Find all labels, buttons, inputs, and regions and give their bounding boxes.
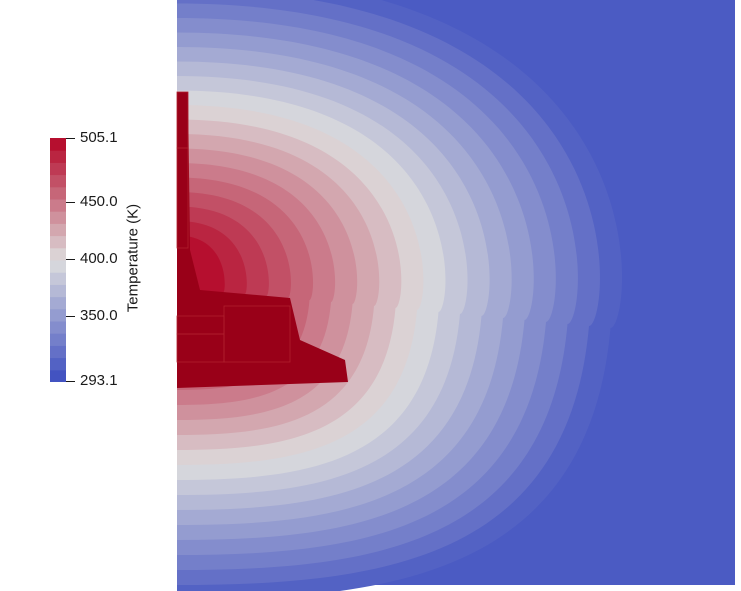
colorbar-band — [50, 308, 66, 322]
colorbar-band — [50, 260, 66, 273]
colorbar-band — [50, 321, 66, 334]
colorbar-band — [50, 296, 66, 310]
colorbar-band — [50, 174, 66, 188]
colorbar-tick-label: 350.0 — [80, 307, 118, 324]
colorbar-band — [50, 247, 66, 261]
colorbar-band — [50, 199, 66, 212]
colorbar-band — [50, 162, 66, 176]
temperature-contour-field — [176, 0, 735, 591]
colorbar-band — [50, 333, 66, 346]
colorbar-tick-mark — [66, 202, 75, 203]
colorbar-band — [50, 235, 66, 249]
colorbar-tick-label: 505.1 — [80, 129, 118, 146]
colorbar-tick-label: 450.0 — [80, 193, 118, 210]
colorbar-tick-mark — [66, 259, 75, 260]
colorbar-band — [50, 211, 66, 224]
mesh-block-outline — [176, 333, 225, 363]
colorbar — [50, 138, 66, 382]
hot-core-region — [177, 92, 348, 388]
colorbar-band — [50, 369, 66, 382]
colorbar-band — [50, 223, 66, 237]
colorbar-tick-label: 400.0 — [80, 250, 118, 267]
mesh-block-outline — [176, 147, 189, 249]
colorbar-band — [50, 357, 66, 371]
colorbar-band — [50, 272, 66, 285]
colorbar-band — [50, 138, 66, 151]
colorbar-title: Temperature (K) — [124, 203, 142, 313]
colorbar-band — [50, 186, 66, 200]
colorbar-band — [50, 345, 66, 359]
colorbar-tick-label: 293.1 — [80, 372, 118, 389]
colorbar-tick-mark — [66, 138, 75, 139]
colorbar-band — [50, 150, 66, 163]
colorbar-tick-mark — [66, 381, 75, 382]
colorbar-band — [50, 284, 66, 298]
colorbar-tick-mark — [66, 316, 75, 317]
